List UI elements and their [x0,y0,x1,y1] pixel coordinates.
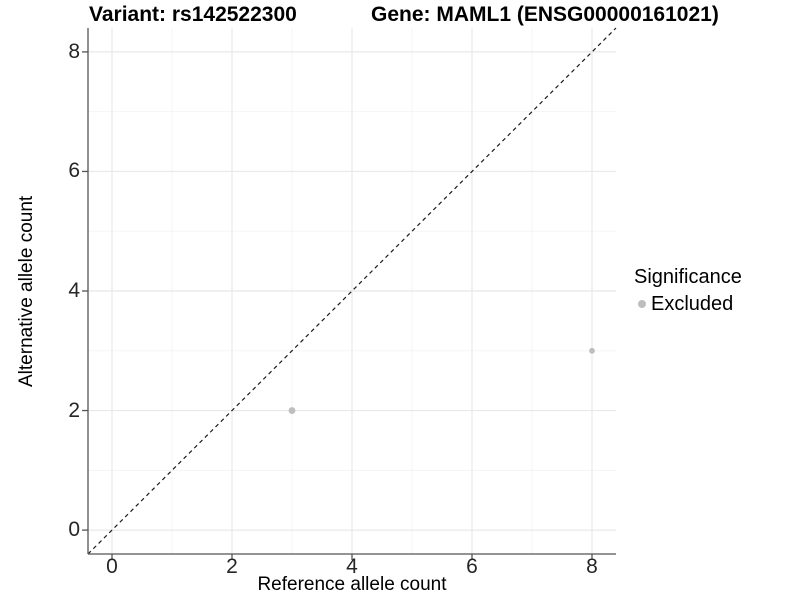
legend: Significance Excluded [634,265,799,316]
x-tick-label: 6 [466,555,478,578]
x-axis-title: Reference allele count [257,574,447,595]
x-tick-label: 0 [106,555,118,578]
x-tick-label: 4 [346,555,358,578]
legend-item-excluded: Excluded [634,292,799,316]
gene-title: Gene: MAML1 (ENSG00000161021) [371,3,719,26]
variant-title: Variant: rs142522300 [89,3,297,26]
y-axis-title: Alternative allele count [16,195,37,387]
y-tick-label: 4 [68,279,80,302]
data-point [589,347,595,354]
y-tick-label: 2 [68,398,80,422]
y-tick-label: 6 [68,159,80,183]
x-tick-label: 2 [226,555,238,578]
legend-item-label: Excluded [651,293,734,315]
excluded-point-icon [638,300,646,308]
y-tick-label: 8 [68,39,80,63]
y-tick-label: 0 [68,518,80,542]
x-tick-label: 8 [586,555,598,578]
data-point [288,407,296,414]
legend-title: Significance [634,266,742,288]
